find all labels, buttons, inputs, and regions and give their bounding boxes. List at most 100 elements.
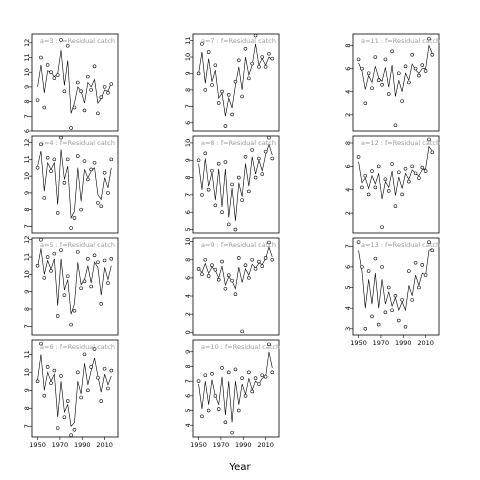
data-point: [89, 88, 93, 92]
data-point: [430, 248, 435, 253]
data-point: [230, 112, 234, 117]
data-point: [420, 63, 425, 67]
data-point: [237, 175, 241, 180]
data-point: [376, 164, 381, 169]
data-point: [243, 47, 248, 51]
data-point: [49, 70, 53, 74]
data-point: [373, 185, 378, 190]
y-tick-label: 12: [23, 139, 31, 147]
data-point: [109, 257, 114, 261]
data-point: [267, 51, 271, 56]
data-point: [427, 36, 431, 41]
data-point: [45, 365, 50, 369]
x-tick-label: 1950: [190, 441, 207, 449]
panel-frame: [352, 237, 440, 336]
data-point: [55, 73, 60, 77]
y-tick-label: 7: [184, 379, 192, 383]
x-tick-label: 1950: [350, 339, 367, 347]
data-point: [226, 273, 231, 277]
data-point: [423, 273, 428, 277]
x-tick-label: 1970: [52, 441, 69, 449]
y-tick-label: 9: [23, 290, 31, 294]
y-tick-label: 6: [344, 164, 352, 168]
data-point: [62, 415, 67, 420]
data-point: [250, 257, 254, 262]
data-point: [35, 379, 40, 384]
data-point: [42, 105, 47, 110]
data-point: [363, 327, 368, 331]
data-point: [62, 181, 67, 185]
data-point: [397, 318, 401, 323]
data-point: [237, 408, 241, 413]
data-point: [427, 240, 431, 244]
data-point: [196, 267, 201, 271]
x-tick-label: 1970: [373, 339, 390, 347]
fitted-line: [37, 354, 112, 427]
data-point: [250, 389, 254, 394]
data-point: [393, 123, 398, 128]
y-tick-label: 2: [184, 312, 192, 316]
data-point: [39, 341, 43, 346]
y-tick-label: 8: [23, 307, 31, 311]
data-point: [413, 66, 418, 71]
data-point: [370, 314, 374, 319]
data-point: [366, 71, 371, 76]
data-point: [196, 158, 201, 163]
data-point: [102, 85, 107, 89]
data-point: [69, 126, 73, 130]
panel-frame: [352, 33, 440, 132]
y-tick-label: 11: [23, 253, 31, 261]
data-point: [55, 211, 60, 215]
data-point: [45, 255, 50, 259]
data-point: [96, 201, 100, 205]
panel-label: a=4 : f=Residual catch: [40, 139, 115, 147]
data-point: [250, 61, 254, 66]
data-point: [49, 269, 53, 273]
panels-layer: 6 7 8 9 10 11 12 a=3 : f=Residual catch 7 8 9 10 11 1…: [23, 33, 440, 449]
y-tick-label: 10: [184, 53, 192, 61]
data-point: [35, 98, 40, 102]
data-point: [427, 137, 431, 142]
fitted-line: [358, 248, 433, 312]
data-point: [65, 399, 70, 403]
data-point: [390, 162, 394, 166]
data-point: [267, 240, 271, 245]
data-point: [106, 386, 110, 391]
data-point: [420, 165, 425, 170]
data-point: [69, 226, 73, 230]
data-point: [240, 94, 244, 99]
data-point: [247, 189, 251, 194]
y-tick-label: 6: [184, 210, 192, 214]
data-point: [102, 366, 107, 371]
data-point: [356, 57, 361, 62]
data-point: [380, 225, 384, 229]
data-point: [220, 89, 224, 94]
panel-a-11: 2 4 6 8 a=11 : f=Residual catch: [344, 33, 440, 132]
data-point: [203, 151, 208, 156]
data-point: [62, 89, 67, 94]
panel-label: a=3 : f=Residual catch: [40, 37, 115, 45]
fitted-line: [358, 44, 433, 97]
data-point: [220, 210, 224, 214]
data-point: [366, 269, 371, 273]
data-point: [267, 135, 271, 140]
data-point: [233, 367, 238, 372]
y-tick-label: 9: [184, 158, 192, 162]
data-point: [247, 76, 251, 81]
data-point: [376, 78, 381, 82]
data-point: [86, 388, 90, 393]
data-point: [263, 65, 268, 69]
y-tick-label: 7: [184, 104, 192, 108]
data-point: [363, 101, 368, 106]
data-point: [393, 294, 398, 298]
data-point: [59, 135, 63, 140]
data-point: [410, 298, 414, 302]
data-point: [89, 284, 93, 289]
data-point: [356, 155, 361, 159]
data-point: [213, 63, 218, 68]
data-point: [200, 42, 204, 46]
data-point: [55, 426, 60, 430]
data-point: [247, 276, 251, 280]
data-point: [52, 157, 57, 162]
